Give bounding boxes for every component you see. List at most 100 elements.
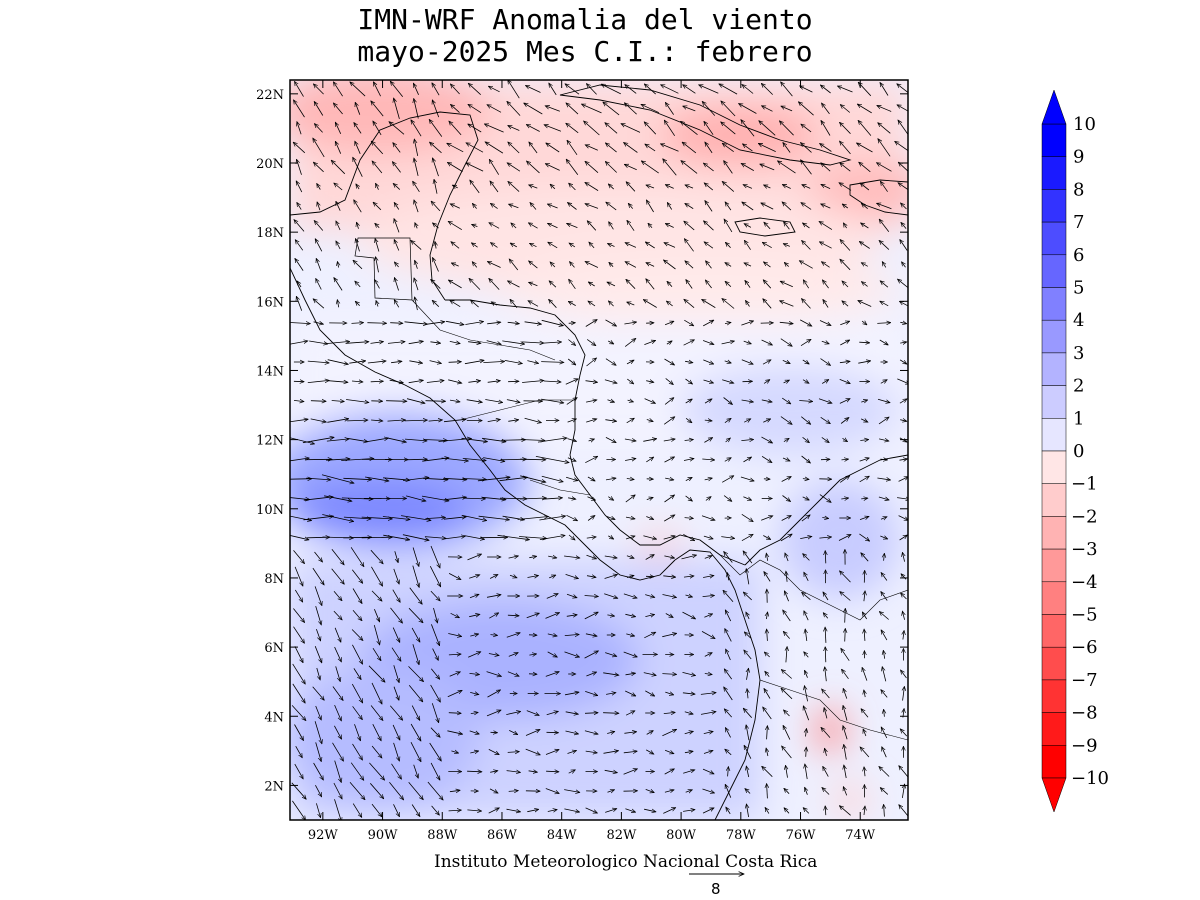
wind-vector <box>819 537 831 538</box>
wind-vector <box>900 342 907 343</box>
wind-vector <box>293 142 306 154</box>
colorbar-label: 2 <box>1073 376 1084 397</box>
wind-vector <box>468 381 480 383</box>
wind-vector <box>357 222 359 229</box>
wind-vector <box>490 635 498 636</box>
wind-vector <box>586 672 596 677</box>
wind-vector <box>470 300 479 308</box>
wind-vector <box>805 629 807 641</box>
wind-vector <box>530 203 537 210</box>
wind-vector <box>766 553 767 561</box>
wind-vector <box>801 416 810 425</box>
wind-vector <box>529 142 538 154</box>
wind-vector <box>704 556 712 559</box>
wind-vector <box>424 537 446 539</box>
wind-vector <box>470 712 478 713</box>
wind-vector <box>484 124 504 133</box>
wind-vectors <box>290 80 908 820</box>
wind-vector <box>719 84 738 95</box>
colorbar-label: −1 <box>1071 474 1098 495</box>
wind-vector <box>565 84 580 95</box>
wind-vector <box>684 239 694 252</box>
wind-vector <box>800 319 812 326</box>
wind-vector <box>764 184 771 188</box>
wind-vector <box>901 203 907 210</box>
wind-vector <box>743 551 753 564</box>
colorbar-segment <box>1041 516 1067 550</box>
wind-vector <box>390 81 404 97</box>
colorbar-label: −5 <box>1071 605 1098 626</box>
wind-vector <box>645 614 654 616</box>
wind-vector <box>625 85 637 94</box>
wind-vector <box>664 495 675 503</box>
wind-vector <box>317 184 321 190</box>
wind-vector <box>526 710 539 716</box>
wind-vector <box>426 381 444 383</box>
wind-vector <box>805 670 808 678</box>
wind-vector <box>370 705 383 721</box>
wind-vector <box>840 122 851 134</box>
wind-vector <box>430 590 440 601</box>
wind-vector <box>821 437 829 442</box>
wind-vector <box>881 592 888 601</box>
wind-vector <box>704 614 712 618</box>
wind-vector <box>392 627 401 643</box>
wind-vector <box>477 477 510 482</box>
wind-vector <box>314 586 322 605</box>
wind-vector <box>767 726 768 740</box>
wind-vector <box>383 477 410 480</box>
wind-vector <box>683 340 695 346</box>
wind-vector <box>394 551 398 562</box>
wind-vector <box>525 730 540 736</box>
wind-vector <box>569 243 576 247</box>
wind-vector <box>326 459 350 460</box>
coastlines <box>290 84 908 820</box>
wind-vector <box>448 280 462 289</box>
wind-vector <box>806 729 807 737</box>
wind-vector <box>489 575 498 579</box>
wind-vector <box>566 159 579 176</box>
wind-vector <box>394 240 400 251</box>
wind-vector <box>783 379 790 383</box>
wind-vector <box>448 362 462 363</box>
wind-vector <box>662 594 677 598</box>
wind-vector <box>877 478 890 480</box>
wind-vector <box>310 418 327 422</box>
wind-vector <box>783 631 790 639</box>
wind-vector <box>763 299 772 309</box>
wind-vector <box>901 670 907 679</box>
wind-vector <box>605 143 617 153</box>
wind-vector <box>605 319 617 326</box>
wind-vector <box>603 751 619 754</box>
wind-vector <box>587 221 597 231</box>
wind-vector <box>840 240 851 251</box>
wind-vector <box>565 712 579 714</box>
wind-vector <box>626 479 634 480</box>
wind-vector <box>800 339 811 347</box>
colorbar-segment <box>1041 385 1067 419</box>
wind-vector <box>408 607 423 623</box>
wind-vector <box>293 626 305 644</box>
wind-vector <box>625 536 635 539</box>
wind-vector <box>485 142 504 154</box>
wind-vector <box>332 686 343 701</box>
wind-vector <box>744 745 752 759</box>
colorbar-top-triangle <box>1041 89 1067 125</box>
wind-vector <box>884 553 885 561</box>
wind-vector <box>840 105 851 113</box>
wind-vector <box>758 143 776 152</box>
wind-vector <box>702 340 714 345</box>
wind-vector <box>608 244 615 247</box>
wind-vector <box>722 181 735 192</box>
wind-vector <box>703 731 713 733</box>
wind-vector <box>393 143 401 153</box>
wind-vector <box>566 398 577 405</box>
wind-vector <box>414 158 419 176</box>
wind-vector <box>603 673 619 675</box>
wind-vector <box>528 301 539 307</box>
wind-vector <box>450 84 460 95</box>
colorbar-label: −10 <box>1071 768 1109 789</box>
wind-vector <box>863 729 866 737</box>
wind-vector <box>603 102 620 116</box>
wind-vector <box>802 497 810 500</box>
